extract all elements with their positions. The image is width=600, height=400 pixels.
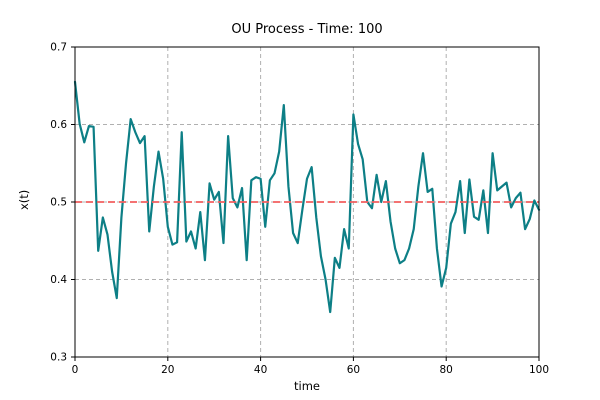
x-tick-label: 0 [72,364,79,376]
y-tick-label: 0.7 [50,42,67,54]
y-tick-label: 0.3 [50,352,67,364]
x-tick-label: 40 [254,364,267,376]
x-axis-label: time [294,379,320,393]
y-tick-label: 0.6 [50,119,67,131]
x-tick-label: 100 [529,364,549,376]
x-tick-label: 20 [161,364,174,376]
chart-title: OU Process - Time: 100 [231,22,383,37]
y-tick-label: 0.5 [50,197,67,209]
y-tick-label: 0.4 [50,274,67,286]
ou-process-trajectory-line [73,80,541,314]
x-tick-label: 80 [440,364,453,376]
y-axis-label: x(t) [17,189,31,210]
x-tick-label: 60 [347,364,360,376]
